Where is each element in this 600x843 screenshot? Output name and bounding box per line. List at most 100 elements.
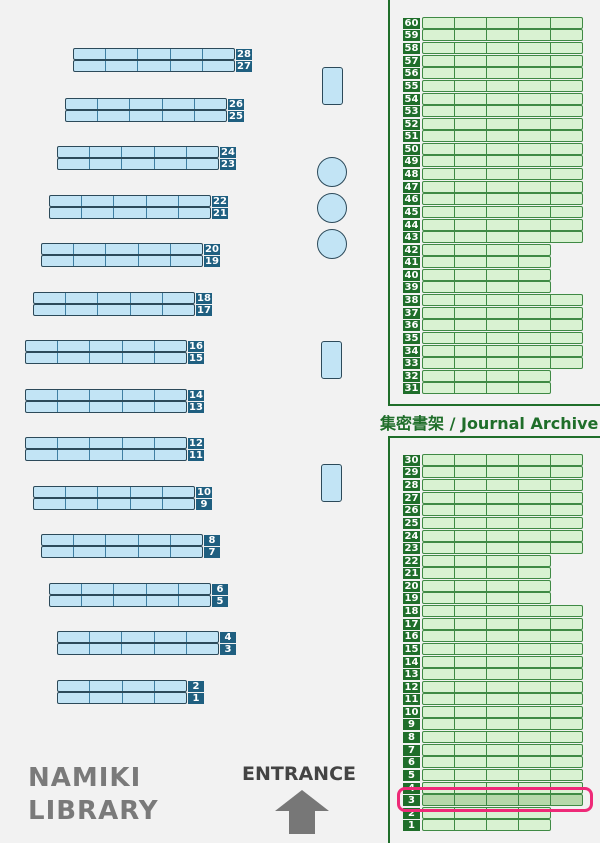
shelf-27[interactable] [73,60,235,72]
shelf-12[interactable] [25,437,187,449]
shelf-14[interactable] [25,389,187,401]
shelf-21[interactable] [49,207,211,219]
shelf-59[interactable] [422,29,583,42]
shelf-8[interactable] [422,731,583,744]
shelf-30[interactable] [422,454,583,466]
shelf-1[interactable] [422,819,552,832]
shelf-42[interactable] [422,243,552,256]
shelf-6[interactable] [422,756,583,769]
shelf-section [454,18,486,28]
shelf-31[interactable] [422,382,552,395]
shelf-13[interactable] [25,401,187,413]
shelf-15[interactable] [25,352,187,364]
shelf-35[interactable] [422,331,583,344]
shelf-15[interactable] [422,642,583,655]
shelf-1[interactable] [57,692,187,704]
shelf-51[interactable] [422,130,583,143]
shelf-40[interactable] [422,269,552,281]
shelf-23[interactable] [422,542,583,554]
shelf-9[interactable] [33,498,195,510]
shelf-3[interactable] [422,794,583,806]
shelf-10[interactable] [422,706,583,718]
round-table[interactable] [317,157,347,187]
shelf-47[interactable] [422,180,583,193]
shelf-41[interactable] [422,256,552,269]
shelf-22[interactable] [422,554,552,567]
shelf-5[interactable] [422,768,583,781]
shelf-58[interactable] [422,42,583,55]
shelf-11[interactable] [25,449,187,461]
shelf-20[interactable] [422,580,552,592]
shelf-7[interactable] [422,743,583,756]
shelf-25[interactable] [65,110,227,122]
reading-table[interactable] [321,341,342,379]
shelf-33[interactable] [422,357,583,369]
shelf-50[interactable] [422,143,583,155]
shelf-section [153,681,186,691]
shelf-16[interactable] [422,630,583,643]
shelf-12[interactable] [422,680,583,693]
shelf-38[interactable] [422,294,583,307]
shelf-20[interactable] [41,243,203,255]
shelf-49[interactable] [422,155,583,168]
reading-table[interactable] [322,67,343,105]
round-table[interactable] [317,229,347,259]
shelf-19[interactable] [422,592,552,605]
shelf-10[interactable] [33,486,195,498]
shelf-44[interactable] [422,218,583,231]
shelf-48[interactable] [422,168,583,181]
shelf-57[interactable] [422,54,583,67]
shelf-19[interactable] [41,255,203,267]
shelf-21[interactable] [422,567,552,580]
shelf-18[interactable] [33,292,195,304]
shelf-9[interactable] [422,718,583,731]
shelf-45[interactable] [422,205,583,218]
shelf-section [121,450,154,460]
shelf-60[interactable] [422,17,583,29]
shelf-26[interactable] [65,98,227,110]
shelf-26[interactable] [422,504,583,517]
shelf-13[interactable] [422,668,583,680]
shelf-17[interactable] [33,304,195,316]
shelf-section [423,68,454,78]
shelf-section [486,606,518,617]
shelf-11[interactable] [422,693,583,706]
shelf-section [105,547,137,557]
shelf-17[interactable] [422,617,583,630]
shelf-24[interactable] [57,146,219,158]
shelf-section [486,820,518,831]
reading-table[interactable] [321,464,342,502]
shelf-6[interactable] [49,583,211,595]
round-table[interactable] [317,193,347,223]
shelf-22[interactable] [49,195,211,207]
shelf-32[interactable] [422,369,552,382]
shelf-24[interactable] [422,529,583,542]
shelf-53[interactable] [422,105,583,117]
shelf-43[interactable] [422,231,583,243]
shelf-2[interactable] [57,680,187,692]
shelf-25[interactable] [422,516,583,529]
shelf-28[interactable] [422,479,583,492]
shelf-55[interactable] [422,79,583,92]
shelf-39[interactable] [422,281,552,294]
shelf-46[interactable] [422,193,583,206]
shelf-56[interactable] [422,67,583,80]
shelf-28[interactable] [73,48,235,60]
shelf-8[interactable] [41,534,203,546]
shelf-3[interactable] [57,643,219,655]
shelf-36[interactable] [422,319,583,332]
shelf-37[interactable] [422,306,583,319]
shelf-23[interactable] [57,158,219,170]
shelf-14[interactable] [422,655,583,668]
shelf-5[interactable] [49,595,211,607]
shelf-7[interactable] [41,546,203,558]
shelf-52[interactable] [422,117,583,130]
shelf-29[interactable] [422,466,583,479]
shelf-27[interactable] [422,491,583,504]
shelf-54[interactable] [422,92,583,105]
shelf-16[interactable] [25,340,187,352]
shelf-18[interactable] [422,605,583,618]
shelf-4[interactable] [57,631,219,643]
shelf-section [486,643,518,654]
shelf-34[interactable] [422,344,583,357]
